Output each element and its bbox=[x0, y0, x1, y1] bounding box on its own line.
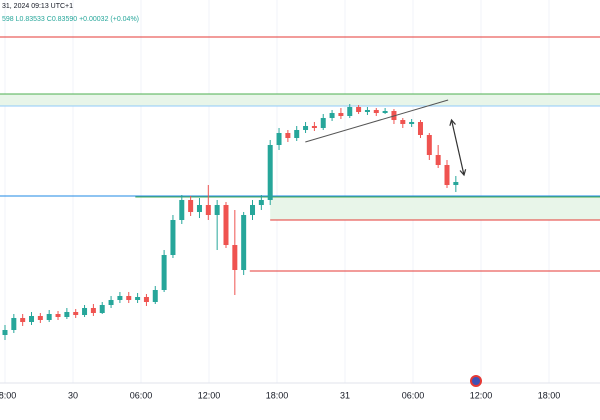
candle-body bbox=[2, 330, 8, 335]
x-tick-label: 12:00 bbox=[470, 390, 493, 400]
candle-body bbox=[99, 305, 105, 313]
candle-body bbox=[241, 215, 247, 270]
candle-body bbox=[347, 107, 353, 116]
candle-body bbox=[161, 255, 167, 290]
candle-body bbox=[250, 205, 256, 215]
zone bbox=[270, 197, 600, 220]
candle-body bbox=[373, 110, 379, 113]
candle-body bbox=[214, 205, 220, 215]
candle-body bbox=[338, 113, 344, 116]
candle-body bbox=[196, 205, 202, 212]
candle-body bbox=[152, 290, 158, 302]
candle-body bbox=[276, 133, 282, 145]
x-tick-label: 18:00 bbox=[538, 390, 561, 400]
candle-body bbox=[46, 314, 52, 320]
range-arrow bbox=[450, 119, 465, 176]
candle-body bbox=[223, 205, 229, 245]
candle-body bbox=[64, 312, 70, 317]
candle-body bbox=[73, 312, 79, 315]
candle-body bbox=[232, 245, 238, 270]
x-tick-label: 06:00 bbox=[130, 390, 153, 400]
candle-body bbox=[267, 145, 273, 200]
x-tick-label: 18:00 bbox=[266, 390, 289, 400]
candle-body bbox=[258, 200, 264, 205]
candle-body bbox=[82, 308, 88, 315]
candle-body bbox=[135, 297, 141, 300]
candle-body bbox=[426, 135, 432, 155]
candle-body bbox=[108, 300, 114, 305]
candle-body bbox=[453, 182, 459, 185]
x-tick-label: 18:00 bbox=[0, 390, 16, 400]
candle-body bbox=[188, 200, 194, 212]
candle-body bbox=[143, 297, 149, 302]
candle-body bbox=[417, 122, 423, 135]
header-date: 31, 2024 09:13 UTC+1 bbox=[2, 3, 73, 10]
candle-body bbox=[117, 296, 123, 300]
arrow-head bbox=[449, 118, 456, 126]
candle-body bbox=[294, 130, 300, 138]
candle-body bbox=[435, 155, 441, 165]
candle-body bbox=[11, 318, 17, 330]
candle-body bbox=[179, 200, 185, 220]
candle-body bbox=[303, 126, 309, 130]
candle-body bbox=[126, 296, 132, 300]
candle-body bbox=[170, 220, 176, 255]
candle-body bbox=[329, 113, 335, 118]
candle-body bbox=[205, 205, 211, 215]
header-ohlc: 598 L0.83533 C0.83590 +0.00032 (+0.04%) bbox=[2, 16, 139, 23]
candle-body bbox=[382, 111, 388, 113]
candle-body bbox=[400, 120, 406, 124]
candle-body bbox=[311, 126, 317, 128]
x-tick-label: 31 bbox=[340, 390, 350, 400]
event-icon[interactable] bbox=[470, 375, 482, 387]
candle-body bbox=[55, 314, 61, 317]
candle-body bbox=[409, 122, 415, 124]
x-tick-label: 30 bbox=[68, 390, 78, 400]
candle-body bbox=[320, 118, 326, 128]
candle-body bbox=[37, 316, 43, 320]
candle-body bbox=[29, 316, 35, 322]
candle-body bbox=[90, 308, 96, 313]
zone bbox=[0, 94, 600, 106]
candle-body bbox=[20, 318, 26, 322]
x-tick-label: 06:00 bbox=[402, 390, 425, 400]
candle-body bbox=[285, 133, 291, 138]
x-tick-label: 12:00 bbox=[198, 390, 221, 400]
candle-body bbox=[444, 165, 450, 185]
candle-body bbox=[356, 107, 362, 112]
arrow-head bbox=[459, 169, 467, 177]
trend-line bbox=[305, 99, 449, 143]
candle-body bbox=[364, 110, 370, 112]
